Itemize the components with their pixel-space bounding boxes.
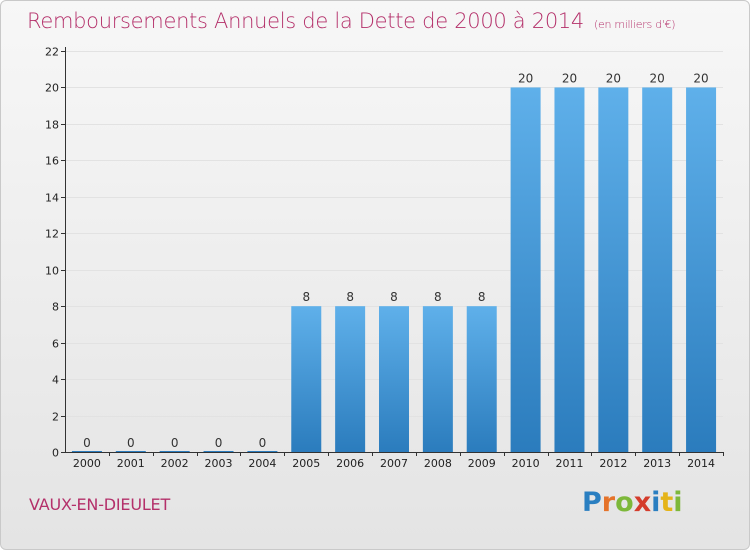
unit-note: (en milliers d'€): [594, 18, 676, 31]
bar-value-label: 20: [518, 71, 533, 85]
commune-name: VAUX-EN-DIEULET: [29, 495, 171, 514]
logo-letter: x: [633, 487, 652, 518]
logo-letter: t: [660, 487, 674, 518]
x-tick-label: 2001: [117, 457, 145, 470]
chart-title-text: Remboursements Annuels de la Dette de 20…: [27, 9, 584, 33]
y-tick-label: 22: [45, 46, 59, 59]
y-tick-label: 4: [52, 374, 59, 387]
proxiti-logo: Proxiti: [582, 487, 683, 518]
logo-letter: r: [601, 487, 616, 518]
bar: [554, 87, 585, 453]
bar-value-label: 20: [606, 71, 621, 85]
bar-value-label: 8: [302, 290, 310, 304]
x-tick-label: 2013: [643, 457, 671, 470]
bar: [203, 451, 234, 452]
bar: [642, 87, 673, 453]
bar: [115, 451, 146, 452]
x-tick-label: 2011: [555, 457, 583, 470]
bar-value-label: 0: [83, 436, 91, 450]
x-tick-label: 2002: [161, 457, 189, 470]
y-tick-label: 8: [52, 301, 59, 314]
y-tick-label: 18: [45, 119, 59, 132]
y-tick-label: 0: [52, 447, 59, 460]
x-tick-label: 2008: [424, 457, 452, 470]
x-tick-label: 2007: [380, 457, 408, 470]
bar: [247, 451, 278, 452]
x-tick-label: 2003: [205, 457, 233, 470]
bar: [510, 87, 541, 453]
bar: [379, 306, 409, 452]
bar-value-label: 20: [562, 71, 577, 85]
bar-value-label: 0: [215, 436, 223, 450]
y-tick-label: 10: [45, 265, 59, 278]
x-tick-label: 2012: [599, 457, 627, 470]
bar-value-label: 20: [650, 71, 665, 85]
bar-value-labels: 0 0 0 0 0 8 8 8 8 8 20 20 20 20 20: [83, 71, 709, 450]
logo-letter: o: [615, 487, 634, 518]
bar-value-label: 20: [693, 71, 708, 85]
x-tick-label: 2006: [336, 457, 364, 470]
bar-value-label: 0: [127, 436, 135, 450]
bar-value-label: 8: [346, 290, 354, 304]
chart-title: Remboursements Annuels de la Dette de 20…: [27, 9, 675, 33]
logo-letter: i: [651, 487, 661, 518]
logo-letter: P: [582, 487, 602, 518]
bar-value-label: 8: [390, 290, 398, 304]
y-tick-label: 2: [52, 411, 59, 424]
x-tick-label: 2010: [512, 457, 540, 470]
y-tick-label: 14: [45, 192, 59, 205]
x-tick-label: 2000: [73, 457, 101, 470]
bars: [71, 87, 717, 453]
logo-letter: i: [673, 487, 683, 518]
bar-value-label: 0: [171, 436, 179, 450]
bar-value-label: 8: [434, 290, 442, 304]
bar: [159, 451, 190, 452]
x-tick-label: 2014: [687, 457, 715, 470]
bar-value-label: 8: [478, 290, 486, 304]
bar: [422, 306, 453, 452]
y-tick-label: 20: [45, 82, 59, 95]
bar: [71, 451, 102, 452]
bar-value-label: 0: [259, 436, 267, 450]
bar: [466, 306, 497, 452]
x-tick-label: 2009: [468, 457, 496, 470]
bar: [598, 87, 629, 453]
y-tick-label: 16: [45, 155, 59, 168]
y-tick-label: 6: [52, 338, 59, 351]
bar: [686, 87, 717, 453]
x-tick-label: 2004: [248, 457, 276, 470]
bar: [335, 306, 366, 452]
bar: [291, 306, 322, 452]
y-tick-label: 12: [45, 228, 59, 241]
x-tick-label: 2005: [292, 457, 320, 470]
